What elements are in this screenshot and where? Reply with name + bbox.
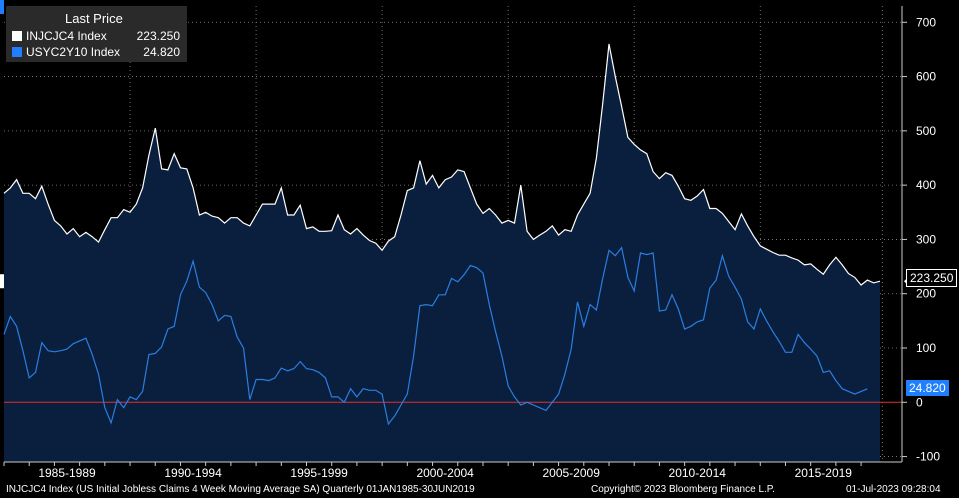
legend-item-value: 24.820 [143, 45, 180, 59]
claims-series-line [3, 43, 881, 286]
legend-item-name: INJCJC4 Index [26, 29, 107, 43]
y-tick-label: 200 [916, 287, 936, 301]
last-value-label-spread: 24.820 [906, 380, 949, 396]
x-tick-label: 1990-1994 [164, 466, 222, 480]
y-tick-label: 700 [916, 15, 936, 29]
y-tick-label: 500 [916, 124, 936, 138]
x-tick-label: 1985-1989 [38, 466, 96, 480]
legend-item-value: 223.250 [136, 29, 180, 43]
spread-series-line [3, 246, 868, 426]
y-tick-label: 0 [916, 395, 923, 409]
footer-timestamp: 01-Jul-2023 09:28:04 [846, 484, 941, 495]
y-tick-label: -100 [916, 450, 940, 464]
legend-item-spread: USYC2Y10 Index 24.820 [12, 45, 180, 59]
y-tick-label: 400 [916, 178, 936, 192]
x-tick-label: 2000-2004 [416, 466, 474, 480]
x-tick-label: 2010-2014 [669, 466, 727, 480]
last-value-label-claims: 223.250 [906, 269, 958, 287]
left-marker-spread [0, 0, 4, 14]
footer-description: INJCJC4 Index (US Initial Jobless Claims… [6, 484, 475, 495]
footer-bar: INJCJC4 Index (US Initial Jobless Claims… [0, 484, 959, 498]
x-tick-label: 1995-1999 [290, 466, 348, 480]
x-tick-label: 2015-2019 [795, 466, 853, 480]
left-marker-claims [0, 274, 4, 289]
legend-item-name: USYC2Y10 Index [26, 45, 121, 59]
y-tick-label: 600 [916, 70, 936, 84]
legend-item-claims: INJCJC4 Index 223.250 [12, 29, 180, 43]
footer-copyright: Copyright© 2023 Bloomberg Finance L.P. [591, 484, 775, 495]
x-axis: 1985-1989 1990-1994 1995-1999 2000-2004 2005… [3, 461, 902, 480]
x-tick-label: 2005-2009 [542, 466, 600, 480]
legend: Last Price INJCJC4 Index 223.250 USYC2Y1… [6, 6, 187, 62]
y-tick-label: 300 [916, 232, 936, 246]
legend-title: Last Price [65, 11, 123, 26]
y-tick-label: 100 [916, 341, 936, 355]
legend-swatch-claims [12, 31, 22, 41]
legend-swatch-spread [12, 47, 22, 57]
y-axis: -100 0 100 200 300 400 500 600 700 [901, 6, 940, 464]
claims-area-fill [4, 44, 880, 462]
